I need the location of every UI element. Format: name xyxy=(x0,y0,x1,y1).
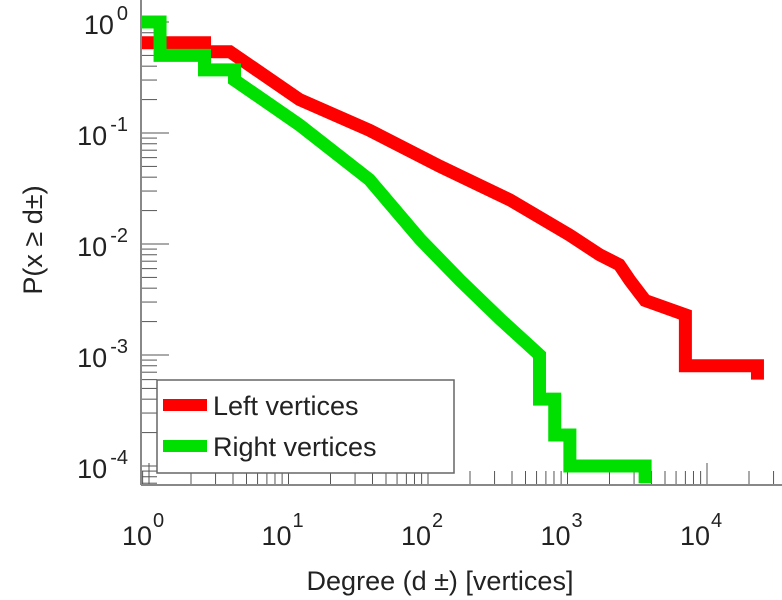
y-tick-label: 10 xyxy=(77,343,107,373)
x-tick-label: 10 xyxy=(261,521,291,551)
x-tick-labels: 10 0 10 1 10 2 10 3 10 4 xyxy=(122,510,722,551)
x-tick-exponent: 4 xyxy=(711,510,722,532)
series-line-left-vertices xyxy=(141,36,764,380)
x-tick-exponent: 3 xyxy=(572,510,583,532)
y-tick-exponent: -1 xyxy=(110,114,128,136)
y-tick-label: 10 xyxy=(77,454,107,484)
legend-box xyxy=(156,379,455,474)
x-tick-exponent: 1 xyxy=(293,510,304,532)
x-tick-label: 10 xyxy=(122,521,152,551)
y-tick-exponent: -3 xyxy=(110,336,128,358)
y-tick-exponent: 0 xyxy=(117,3,128,25)
x-axis-label: Degree (d ±) [vertices] xyxy=(307,566,574,596)
y-axis-label: P(x ≥ d±) xyxy=(18,185,48,294)
axis-ticks xyxy=(141,21,775,485)
y-tick-labels: 010-110-210-310-410 xyxy=(77,3,128,484)
y-tick-label: 10 xyxy=(77,232,107,262)
series-line-right-vertices xyxy=(141,15,652,484)
legend: Left vertices Right vertices xyxy=(156,379,455,474)
x-tick-label: 10 xyxy=(540,521,570,551)
legend-label-right: Right vertices xyxy=(213,432,377,462)
x-tick-label: 10 xyxy=(401,521,431,551)
legend-label-left: Left vertices xyxy=(213,391,359,421)
x-tick-exponent: 0 xyxy=(153,510,164,532)
x-tick-exponent: 2 xyxy=(432,510,443,532)
series-lines xyxy=(141,15,764,484)
y-tick-exponent: -2 xyxy=(110,225,128,247)
y-tick-label: 10 xyxy=(77,121,107,151)
y-tick-label: 10 xyxy=(84,10,114,40)
x-tick-label: 10 xyxy=(680,521,710,551)
y-tick-exponent: -4 xyxy=(110,447,128,469)
